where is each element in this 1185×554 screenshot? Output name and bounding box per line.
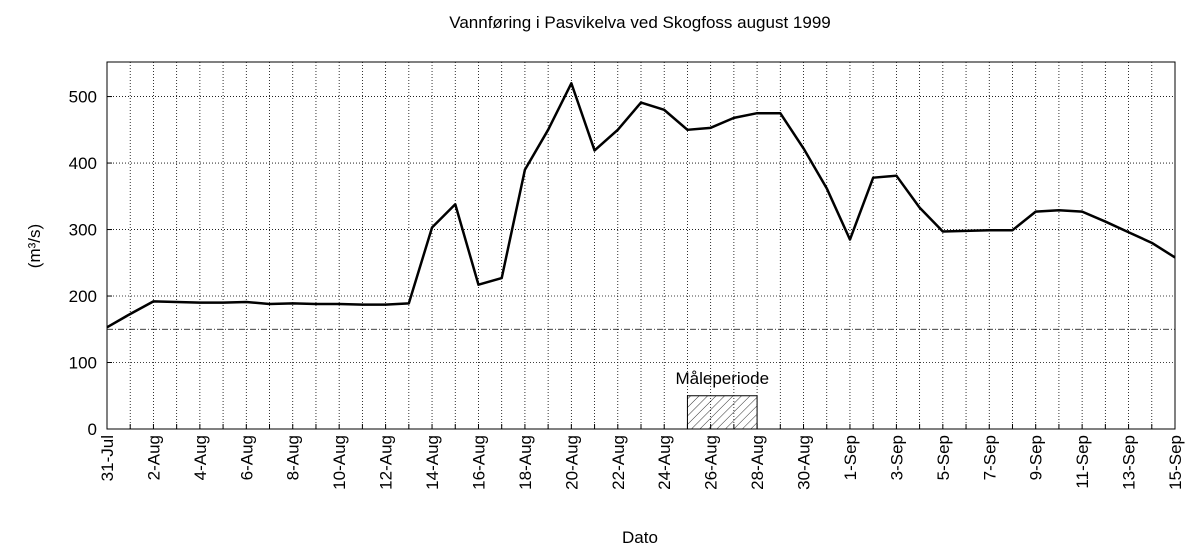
y-tick-label: 200 — [69, 287, 97, 306]
measurement-period — [686, 395, 758, 430]
y-tick-label: 500 — [69, 88, 97, 107]
chart-title: Vannføring i Pasvikelva ved Skogfoss aug… — [449, 13, 830, 32]
annotation-label: Måleperiode — [675, 369, 769, 388]
data-line — [106, 82, 1176, 329]
x-tick-label: 13-Sep — [1120, 435, 1139, 490]
x-tick-label: 3-Sep — [887, 435, 906, 480]
x-tick-label: 18-Aug — [516, 435, 535, 490]
y-tick-label: 300 — [69, 221, 97, 240]
x-tick-label: 16-Aug — [469, 435, 488, 490]
x-tick-label: 9-Sep — [1027, 435, 1046, 480]
x-tick-label: 24-Aug — [655, 435, 674, 490]
x-tick-label: 5-Sep — [934, 435, 953, 480]
x-tick-label: 7-Sep — [980, 435, 999, 480]
plot-frame — [106, 61, 1176, 430]
x-tick-label: 31-Jul — [98, 435, 117, 481]
x-tick-label: 8-Aug — [284, 435, 303, 480]
y-tick-label: 400 — [69, 154, 97, 173]
x-tick-label: 20-Aug — [562, 435, 581, 490]
x-tick-label: 6-Aug — [237, 435, 256, 480]
x-tick-label: 28-Aug — [748, 435, 767, 490]
x-tick-label: 1-Sep — [841, 435, 860, 480]
y-tick-label: 0 — [88, 420, 97, 439]
x-tick-label: 12-Aug — [377, 435, 396, 490]
x-tick-label: 26-Aug — [702, 435, 721, 490]
y-tick-label: 100 — [69, 354, 97, 373]
x-tick-label: 11-Sep — [1073, 435, 1092, 489]
x-tick-label: 30-Aug — [795, 435, 814, 490]
x-tick-label: 2-Aug — [144, 435, 163, 480]
x-tick-label: 4-Aug — [191, 435, 210, 480]
y-axis-label: (m³/s) — [25, 224, 44, 268]
x-tick-label: 15-Sep — [1166, 435, 1185, 490]
x-tick-label: 14-Aug — [423, 435, 442, 490]
x-tick-label: 22-Aug — [609, 435, 628, 490]
x-axis-label: Dato — [622, 528, 658, 547]
x-tick-label: 10-Aug — [330, 435, 349, 490]
